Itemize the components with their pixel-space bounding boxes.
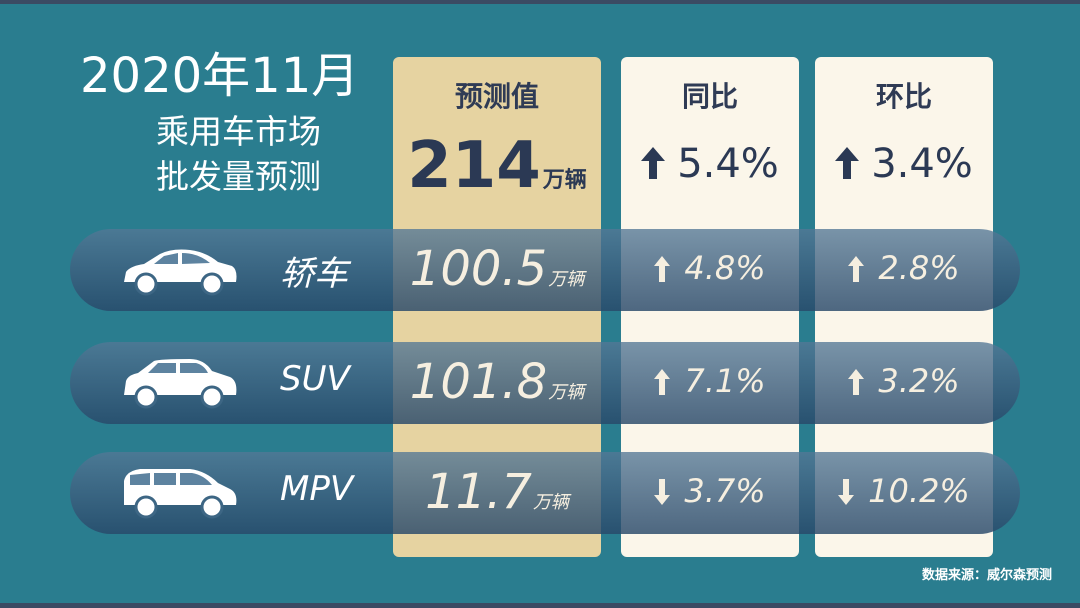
row-label: SUV: [280, 359, 350, 399]
row-value: 101.8万辆: [393, 354, 601, 410]
row-value-number: 11.7: [425, 464, 532, 520]
arrow-up-icon: [835, 147, 860, 179]
row-value-number: 100.5: [409, 241, 548, 297]
row-mom-value: 10.2%: [868, 472, 970, 510]
row-mom: 10.2%: [815, 472, 993, 510]
top-border: [0, 0, 1080, 4]
row-yoy: 7.1%: [621, 362, 799, 400]
row-label: MPV: [280, 469, 354, 509]
row-label: 轿车: [280, 254, 348, 294]
table-row: SUV 101.8万辆 7.1% 3.2%: [70, 342, 1020, 424]
title-line-2: 乘用车市场: [156, 112, 321, 151]
yoy-total: 5.4%: [621, 141, 799, 187]
mom-header: 环比: [875, 80, 932, 113]
arrow-up-icon: [654, 256, 671, 282]
row-mom: 3.2%: [815, 362, 993, 400]
yoy-total-value: 5.4%: [677, 141, 779, 187]
row-value-unit: 万辆: [532, 492, 569, 513]
row-yoy-value: 3.7%: [684, 472, 766, 510]
arrow-up-icon: [641, 147, 666, 179]
suv-icon: [124, 359, 237, 409]
title-line-3: 批发量预测: [156, 157, 321, 196]
forecast-total-value: 214: [407, 129, 541, 203]
arrow-up-icon: [848, 369, 865, 395]
row-value: 11.7万辆: [393, 464, 601, 520]
table-row: 轿车 100.5万辆 4.8% 2.8%: [70, 229, 1020, 311]
arrow-up-icon: [848, 256, 865, 282]
row-mom: 2.8%: [815, 249, 993, 287]
mom-total: 3.4%: [815, 141, 993, 187]
row-mom-value: 3.2%: [878, 362, 960, 400]
bottom-border: [0, 603, 1080, 608]
data-source-note: 数据来源：威尔森预测: [921, 568, 1052, 583]
row-value-number: 101.8: [409, 354, 548, 410]
row-yoy: 3.7%: [621, 472, 799, 510]
row-yoy-value: 4.8%: [684, 249, 766, 287]
row-value: 100.5万辆: [393, 241, 601, 297]
row-value-unit: 万辆: [548, 382, 585, 403]
forecast-total: 214万辆: [393, 129, 601, 203]
arrow-up-icon: [654, 369, 671, 395]
arrow-down-icon: [654, 479, 671, 505]
row-mom-value: 2.8%: [878, 249, 960, 287]
forecast-total-unit: 万辆: [542, 168, 587, 193]
forecast-header: 预测值: [454, 80, 539, 113]
title-year-month: 2020年11月: [80, 48, 360, 104]
yoy-header: 同比: [681, 80, 738, 113]
arrow-down-icon: [838, 479, 855, 505]
table-row: MPV 11.7万辆 3.7% 10.2%: [70, 452, 1020, 534]
mom-total-value: 3.4%: [871, 141, 973, 187]
row-yoy-value: 7.1%: [684, 362, 766, 400]
mpv-icon: [124, 469, 237, 519]
row-yoy: 4.8%: [621, 249, 799, 287]
row-value-unit: 万辆: [548, 269, 585, 290]
sedan-icon: [124, 249, 237, 296]
